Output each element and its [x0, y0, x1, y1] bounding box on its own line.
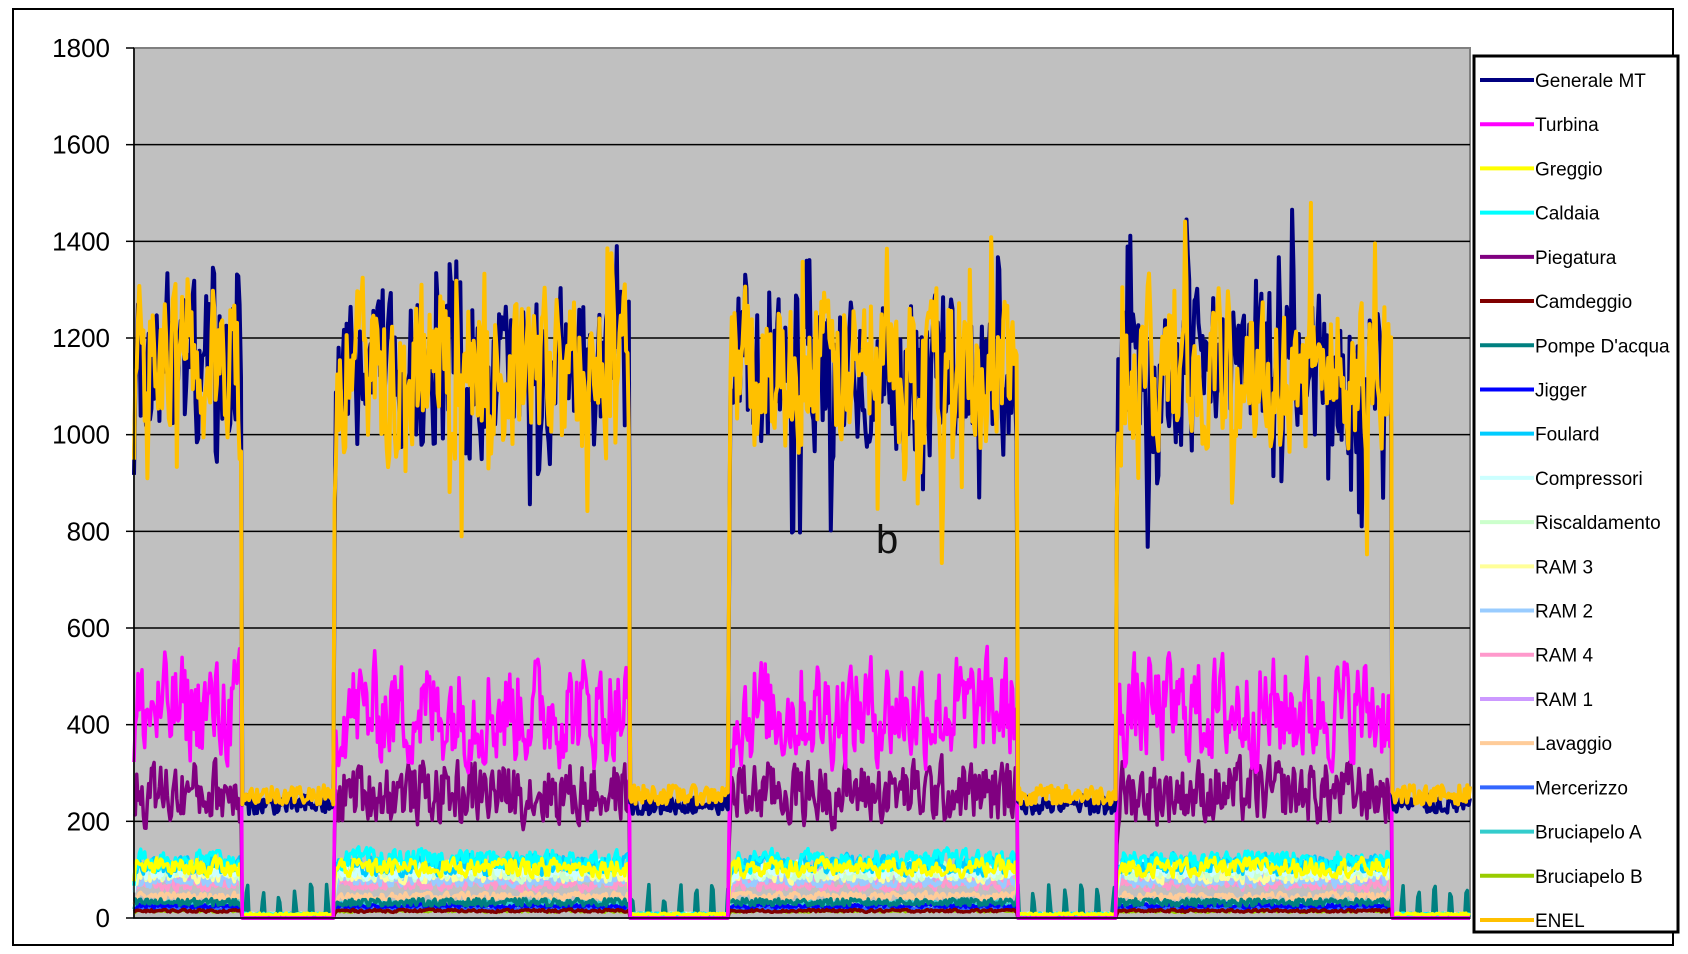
legend-label: Generale MT — [1535, 71, 1646, 92]
legend-label: Bruciapelo B — [1535, 867, 1643, 888]
legend-label: RAM 4 — [1535, 646, 1594, 667]
y-tick-label: 200 — [67, 806, 110, 836]
legend-label: Greggio — [1535, 159, 1603, 180]
y-tick-label: 1200 — [52, 323, 110, 353]
series-line — [132, 753, 1471, 920]
series-line — [132, 907, 1471, 920]
y-tick-label: 600 — [67, 613, 110, 643]
y-tick-label: 1600 — [52, 130, 110, 160]
y-tick-label: 400 — [67, 710, 110, 740]
legend-label: RAM 2 — [1535, 602, 1593, 623]
legend-label: Bruciapelo A — [1535, 823, 1642, 844]
y-tick-label: 0 — [96, 903, 110, 933]
y-tick-label: 1000 — [52, 420, 110, 450]
legend-label: Camdeggio — [1535, 292, 1632, 313]
legend-box — [1472, 54, 1680, 934]
legend-label: Piegatura — [1535, 248, 1617, 269]
series-layer — [132, 200, 1472, 920]
y-tick-label: 1800 — [52, 33, 110, 63]
y-axis: 0 200 400 600 800 1000 1200 1400 1600 1800 — [52, 33, 1470, 933]
legend-label: Riscaldamento — [1535, 513, 1661, 534]
legend-label: RAM 3 — [1535, 557, 1593, 578]
legend: Generale MT Turbina Greggio Caldaia Piegatur… — [1472, 54, 1680, 934]
legend-label: Pompe D'acqua — [1535, 336, 1670, 357]
legend-label: Mercerizzo — [1535, 778, 1628, 799]
legend-label: Compressori — [1535, 469, 1643, 490]
annotation-b: b — [876, 518, 898, 562]
series-line — [133, 882, 1471, 919]
legend-label: Turbina — [1535, 115, 1599, 136]
y-tick-label: 800 — [67, 516, 110, 546]
legend-label: ENEL — [1535, 911, 1585, 932]
legend-label: Lavaggio — [1535, 734, 1612, 755]
y-tick-label: 1400 — [52, 226, 110, 256]
legend-label: Jigger — [1535, 380, 1587, 401]
series-line — [132, 200, 1472, 807]
series-line — [132, 845, 1471, 918]
legend-label: RAM 1 — [1535, 690, 1593, 711]
series-line — [132, 644, 1471, 920]
legend-label: Foulard — [1535, 425, 1599, 446]
legend-label: Caldaia — [1535, 204, 1600, 225]
series-line — [132, 853, 1471, 918]
